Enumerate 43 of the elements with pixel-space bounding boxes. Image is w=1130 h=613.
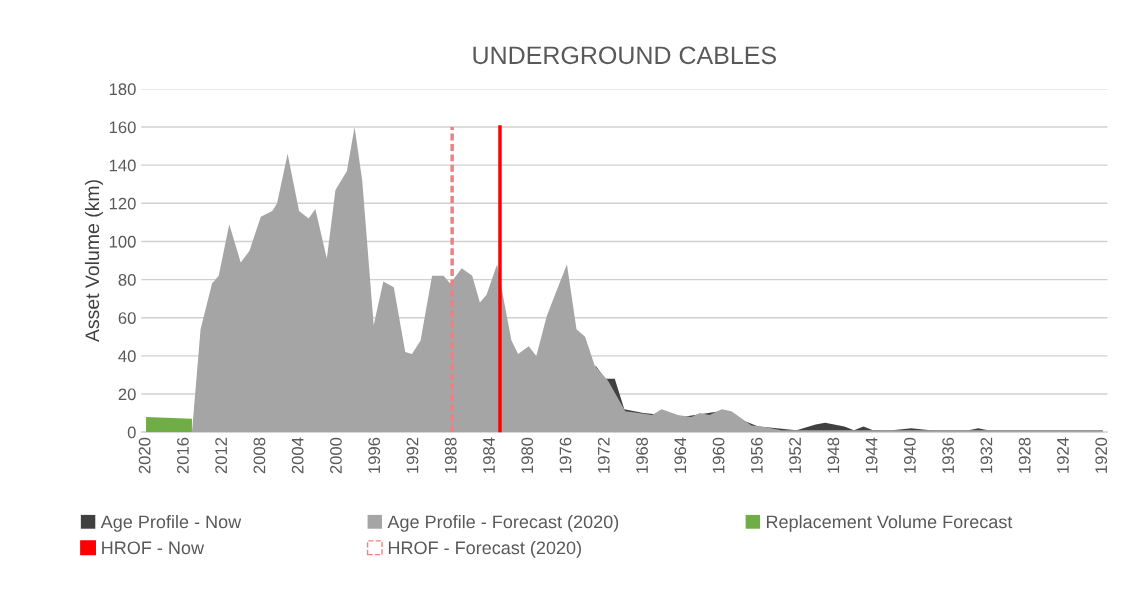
x-tick-label: 1968: [636, 437, 648, 473]
y-tick-label: 60: [118, 312, 136, 324]
y-tick-label: 80: [118, 274, 136, 286]
x-tick-label: 1948: [827, 437, 840, 473]
x-tick-label: 2016: [176, 437, 189, 474]
x-tick-label: 1960: [712, 437, 725, 473]
y-tick-label: 100: [109, 235, 136, 248]
x-tick-label: 1920: [1095, 437, 1108, 473]
y-tick-label: 120: [109, 197, 136, 210]
x-tick-label: 1980: [521, 437, 534, 473]
chart-title: UNDERGROUND CABLES: [473, 46, 776, 65]
y-tick-label: 140: [109, 159, 136, 172]
x-tick-label: 1940: [903, 437, 916, 473]
x-tick-label: 2012: [215, 437, 228, 474]
x-tick-label: 1928: [1018, 437, 1031, 473]
x-tick-label: 2000: [330, 437, 342, 474]
y-tick-label: 180: [109, 83, 136, 96]
x-tick-label: 1932: [980, 437, 993, 473]
y-tick-label: 40: [118, 350, 136, 363]
x-tick-label: 1992: [406, 437, 419, 473]
x-tick-label: 1996: [368, 437, 381, 473]
legend-label: Replacement Volume Forecast: [766, 515, 1013, 532]
legend-label: HROF - Now: [102, 541, 205, 555]
y-tick-label: 0: [127, 426, 136, 439]
y-tick-label: 160: [109, 121, 136, 134]
x-tick-label: 1984: [483, 437, 495, 473]
x-tick-label: 1956: [750, 437, 763, 473]
legend-label: Age Profile - Forecast (2020): [387, 515, 619, 532]
x-tick-label: 1976: [559, 437, 572, 473]
x-tick-label: 2020: [138, 437, 151, 474]
x-tick-label: 1964: [674, 437, 687, 473]
x-tick-label: 2004: [291, 437, 304, 474]
legend-label: Age Profile - Now: [100, 515, 242, 532]
x-tick-label: 1944: [865, 437, 878, 473]
legend-label: HROF - Forecast (2020): [388, 540, 581, 558]
y-axis-title: Asset Volume (km): [84, 180, 104, 343]
x-tick-label: 1972: [597, 437, 610, 473]
x-tick-label: 1924: [1057, 437, 1069, 473]
x-tick-label: 1952: [789, 437, 801, 473]
x-tick-label: 2008: [253, 437, 266, 474]
y-tick-label: 20: [118, 388, 136, 401]
x-tick-label: 1936: [942, 437, 955, 473]
x-tick-label: 1988: [444, 437, 457, 473]
